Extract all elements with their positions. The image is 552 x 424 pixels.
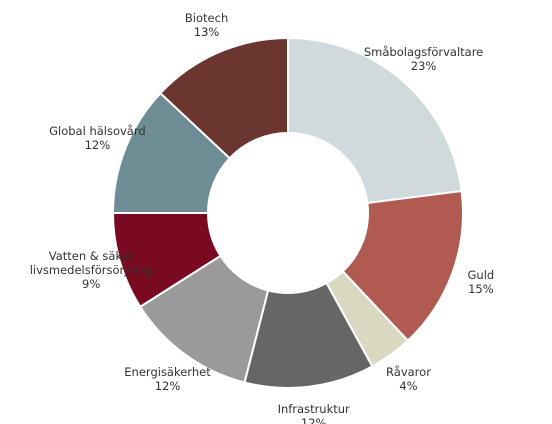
value-label: 12% [84,137,111,152]
value-label: 12% [300,416,327,424]
category-label: Vatten & säker livsmedelsförsörjning [29,249,153,278]
slice [287,36,463,205]
value-label: 9% [82,277,101,292]
value-label: 12% [154,378,181,393]
slice-label: Biotech 13% [185,11,228,39]
value-label: 13% [193,24,220,39]
category-label: Biotech [184,10,229,25]
value-label: 23% [410,59,437,74]
slice-label: Råvaror 4% [386,365,431,393]
slice-label: Vatten & säker livsmedelsförsörjning 9% [30,249,153,291]
slice-label: Global hälsovård 12% [49,124,146,152]
value-label: 15% [468,282,494,297]
slice-label: Infrastruktur 12% [278,402,350,424]
category-label: Guld [467,268,495,283]
slice-label: Småbolagsförvaltare 23% [364,45,483,73]
category-label: Energisäkerhet [124,364,211,379]
category-label: Råvaror [386,364,431,379]
category-label: Småbolagsförvaltare [363,45,484,60]
slice-label: Guld 15% [468,268,495,296]
category-label: Infrastruktur [277,402,350,417]
slice [159,36,289,160]
value-label: 4% [399,378,418,393]
slice-label: Energisäkerhet 12% [124,365,210,393]
category-label: Global hälsovård [49,123,146,138]
